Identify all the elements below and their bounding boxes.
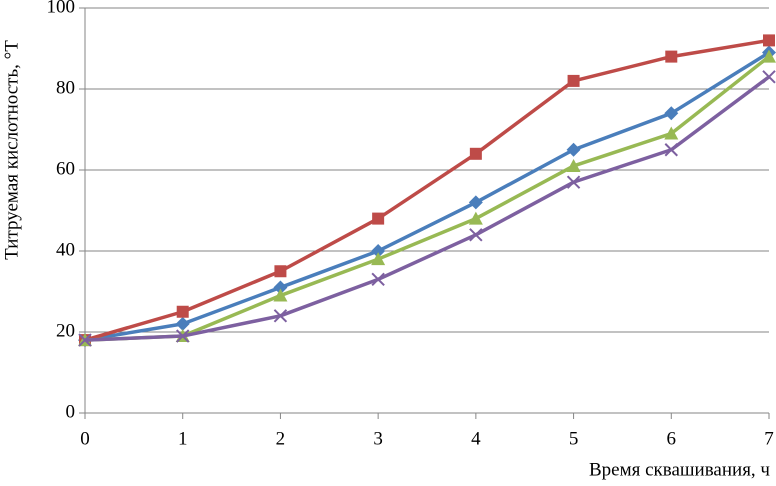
point [763,34,775,47]
x-tick-label: 2 [276,428,286,449]
point [468,195,483,210]
series-line [84,75,771,342]
point [273,280,288,295]
y-tick-label: 100 [47,0,76,17]
point [468,211,483,225]
x-axis-title: Время сквашивания, ч [589,459,770,480]
point [273,288,288,302]
point [274,265,287,278]
x-tick-label: 5 [569,428,579,449]
point [664,106,679,121]
y-tick-label: 60 [56,158,75,179]
point [371,252,386,266]
point [566,158,581,172]
series-line [84,38,770,342]
y-tick-label: 80 [56,77,75,98]
point [762,70,776,84]
point [664,126,679,140]
x-tick-label: 1 [178,428,188,449]
point [567,74,580,87]
point [371,272,385,287]
series-line [84,55,771,342]
point [469,147,482,160]
x-tick-label: 3 [373,428,383,449]
y-tick-label: 40 [56,239,75,260]
point [372,212,385,225]
point [664,143,678,157]
point [566,142,581,157]
point [665,50,678,63]
x-tick-label: 4 [471,428,481,449]
x-tick-label: 6 [667,428,677,449]
point [175,316,190,331]
point [273,309,288,323]
y-tick-label: 0 [66,401,76,422]
point [78,333,92,347]
x-tick-label: 0 [80,428,90,449]
y-tick-label: 20 [56,320,75,341]
point [762,49,776,63]
point [176,305,189,318]
y-axis-title: Титруемая кислотность, °Т [1,40,22,260]
point [469,228,483,242]
point [176,329,190,343]
x-tick-label: 7 [764,428,774,449]
series-line [84,51,770,342]
point [566,175,581,189]
point [371,244,386,258]
